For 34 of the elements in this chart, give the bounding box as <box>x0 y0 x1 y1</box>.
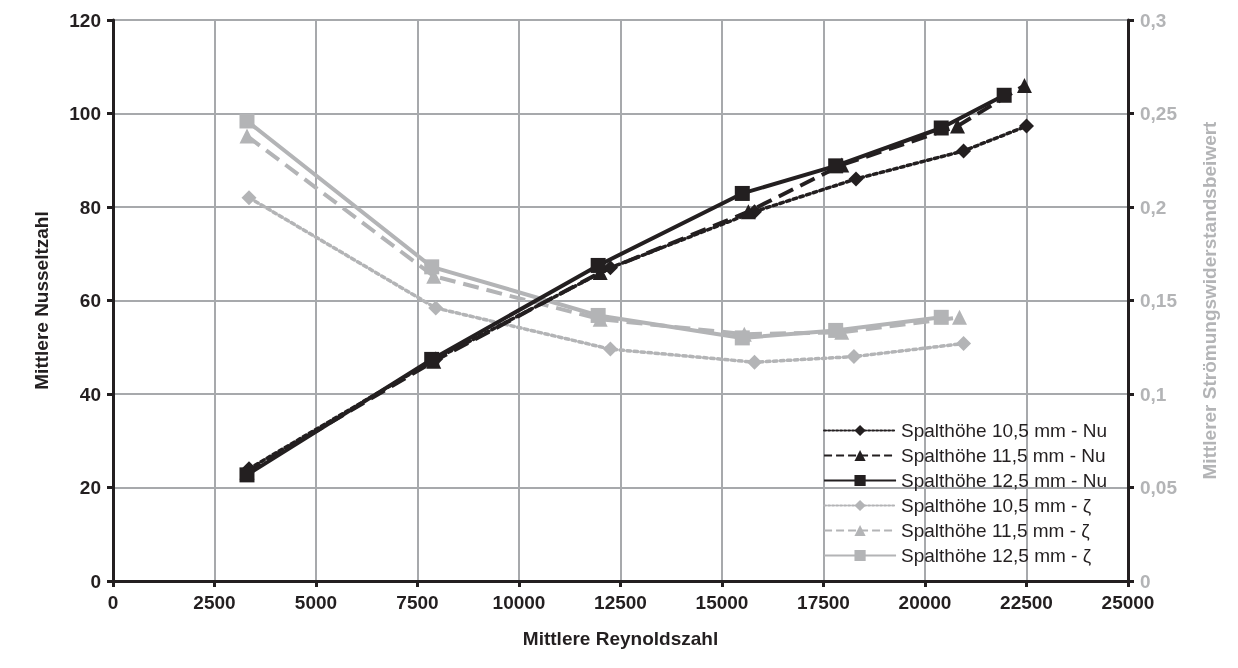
legend-label: Spalthöhe 11,5 mm - ζ <box>901 520 1091 541</box>
x-axis-title: Mittlere Reynoldszahl <box>522 628 719 649</box>
y-tick-label: 40 <box>79 383 101 405</box>
y2-tick-label: 0,1 <box>1140 383 1167 405</box>
y-tick-label: 0 <box>90 570 101 592</box>
x-tick-label: 2500 <box>193 592 236 613</box>
x-tick-label: 15000 <box>695 592 749 613</box>
y-tick-label: 60 <box>79 290 101 311</box>
legend-label: Spalthöhe 10,5 mm - Nu <box>901 420 1108 441</box>
x-tick-label: 22500 <box>1000 592 1053 613</box>
x-tick-label: 0 <box>107 592 119 613</box>
y2-tick-label: 0,05 <box>1140 477 1178 498</box>
legend-label: Spalthöhe 12,5 mm - Nu <box>901 470 1108 491</box>
y-tick-label: 120 <box>69 9 101 31</box>
legend-label: Spalthöhe 12,5 mm - ζ <box>901 545 1092 566</box>
y2-tick-label: 0 <box>1140 570 1151 592</box>
y-tick-label: 80 <box>79 196 101 218</box>
y2-tick-label: 0,3 <box>1140 9 1167 31</box>
y-tick-label: 100 <box>69 103 101 124</box>
x-tick-label: 5000 <box>294 592 338 613</box>
y2-axis-title: Mittlerer Strömungswiderstandsbeiwert <box>1199 120 1220 480</box>
legend-label: Spalthöhe 11,5 mm - Nu <box>901 445 1106 466</box>
y-axis-title: Mittlere Nusseltzahl <box>31 211 52 390</box>
x-tick-label: 12500 <box>594 592 647 613</box>
x-tick-label: 25000 <box>1101 592 1155 613</box>
y2-tick-label: 0,25 <box>1140 103 1178 124</box>
y2-tick-label: 0,15 <box>1140 290 1178 311</box>
y-tick-label: 20 <box>79 477 101 498</box>
legend-label: Spalthöhe 10,5 mm - ζ <box>901 495 1092 516</box>
x-tick-label: 10000 <box>492 592 546 613</box>
y2-tick-label: 0,2 <box>1140 196 1167 218</box>
x-tick-label: 7500 <box>396 592 439 613</box>
x-tick-label: 17500 <box>797 592 850 613</box>
x-tick-label: 20000 <box>898 592 952 613</box>
